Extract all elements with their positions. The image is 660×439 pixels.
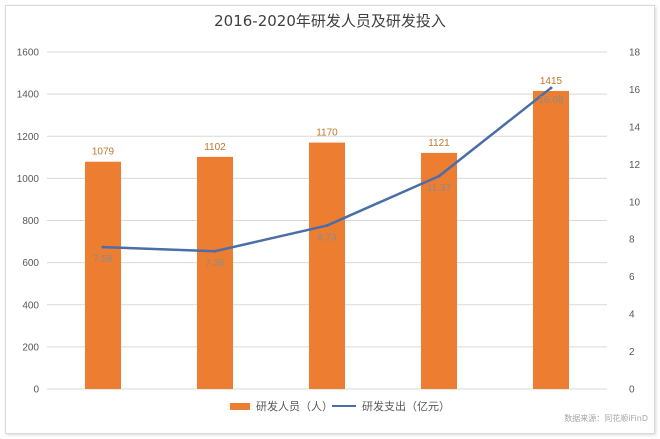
y-right-tick-label: 0 bbox=[629, 385, 635, 396]
line-data-label: 7.58 bbox=[93, 254, 113, 265]
y-left-tick-label: 0 bbox=[33, 385, 39, 396]
y-left-tick-label: 400 bbox=[22, 300, 39, 311]
bar-data-label: 1079 bbox=[92, 147, 115, 158]
data-source-note: 数据来源：同花顺iFinD bbox=[564, 414, 648, 423]
bar bbox=[197, 156, 233, 389]
y-left-tick-label: 800 bbox=[22, 216, 39, 227]
line-data-label: 8.73 bbox=[317, 233, 337, 244]
bar-data-label: 1102 bbox=[204, 142, 226, 153]
y-right-tick-label: 14 bbox=[629, 122, 641, 133]
y-right-tick-label: 2 bbox=[629, 347, 635, 358]
bar bbox=[85, 161, 121, 389]
y-right-tick-label: 10 bbox=[629, 197, 641, 208]
y-right-tick-label: 4 bbox=[629, 310, 635, 321]
bar bbox=[421, 152, 457, 389]
line-point bbox=[325, 224, 329, 228]
y-left-tick-label: 200 bbox=[22, 342, 39, 353]
y-left-tick-label: 1200 bbox=[17, 132, 40, 143]
y-right-tick-label: 6 bbox=[629, 272, 635, 283]
chart-legend: 研发人员（人） 研发支出（亿元） bbox=[0, 398, 660, 414]
line-point bbox=[549, 86, 553, 90]
legend-line-label: 研发支出（亿元） bbox=[362, 400, 450, 413]
y-right-tick-label: 8 bbox=[629, 235, 635, 246]
legend-item-line: 研发支出（亿元） bbox=[332, 398, 450, 414]
y-right-tick-label: 18 bbox=[629, 48, 641, 59]
line-point bbox=[213, 249, 217, 253]
line-point bbox=[101, 245, 105, 249]
line-data-label: 11.37 bbox=[427, 183, 452, 194]
line-point bbox=[437, 174, 441, 178]
line-data-label: 7.36 bbox=[205, 258, 225, 269]
bar-data-label: 1415 bbox=[540, 76, 563, 87]
legend-line-swatch bbox=[332, 405, 356, 407]
legend-item-bar: 研发人员（人） bbox=[230, 398, 333, 414]
y-left-tick-label: 600 bbox=[22, 258, 39, 269]
bar bbox=[309, 142, 345, 389]
y-left-tick-label: 1000 bbox=[17, 174, 40, 185]
chart-title: 2016-2020年研发人员及研发投入 bbox=[214, 12, 446, 30]
y-right-tick-label: 16 bbox=[629, 85, 641, 96]
y-right-tick-label: 12 bbox=[629, 160, 641, 171]
y-left-tick-label: 1600 bbox=[17, 48, 40, 59]
line-data-label: 16.08 bbox=[538, 95, 563, 106]
legend-bar-label: 研发人员（人） bbox=[256, 400, 333, 413]
bar-data-label: 1170 bbox=[316, 128, 338, 139]
bar bbox=[533, 90, 569, 389]
bar-data-label: 1121 bbox=[428, 138, 450, 149]
legend-bar-swatch bbox=[230, 402, 250, 410]
y-left-tick-label: 1400 bbox=[17, 90, 40, 101]
